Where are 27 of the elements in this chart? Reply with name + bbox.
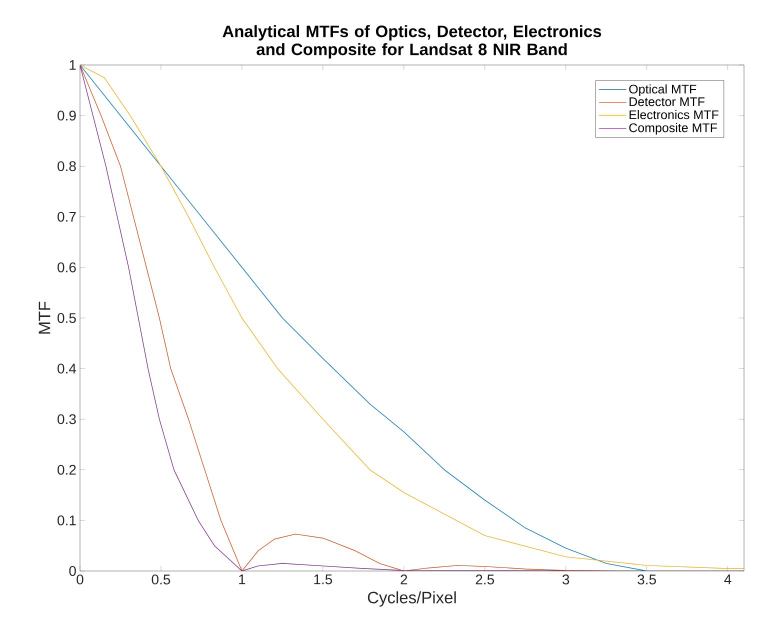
x-tick-label: 3.5 <box>638 574 656 584</box>
y-tick-label: 0.9 <box>58 110 76 121</box>
x-tick-label: 1 <box>239 574 246 584</box>
y-tick-label: 0.1 <box>58 515 76 526</box>
y-tick-label: 0 <box>69 566 76 576</box>
x-tick-label: 1.5 <box>314 574 332 584</box>
legend-label: Detector MTF <box>630 97 704 106</box>
y-tick-label: 0.5 <box>58 313 76 323</box>
x-tick-label: 2 <box>400 574 408 584</box>
y-tick-label: 0.4 <box>58 364 76 374</box>
legend-label: Optical MTF <box>629 84 696 96</box>
x-tick-label: 0.5 <box>152 574 170 584</box>
y-tick-label: 1 <box>70 60 76 70</box>
x-axis-title: Cycles/Pixel <box>368 591 456 607</box>
x-tick-label: 3 <box>562 574 570 584</box>
y-tick-label: 0.3 <box>58 414 76 424</box>
chart-title: Analytical MTFs of Optics, Detector, Electronics and Composite for Landsat 8 NIR Band <box>222 25 602 58</box>
x-tick-label: 4 <box>724 574 732 584</box>
x-tick-label: 2.5 <box>476 574 494 584</box>
y-tick-label: 0.6 <box>58 262 76 272</box>
y-tick-label: 0.2 <box>58 464 76 475</box>
legend-label: Composite MTF <box>629 123 717 135</box>
legend-label: Electronics MTF <box>630 110 718 120</box>
y-axis-title: MTF <box>38 302 50 334</box>
y-tick-label: 0.8 <box>58 161 76 172</box>
x-tick-label: 0 <box>76 574 84 584</box>
y-tick-label: 0.7 <box>58 212 76 222</box>
